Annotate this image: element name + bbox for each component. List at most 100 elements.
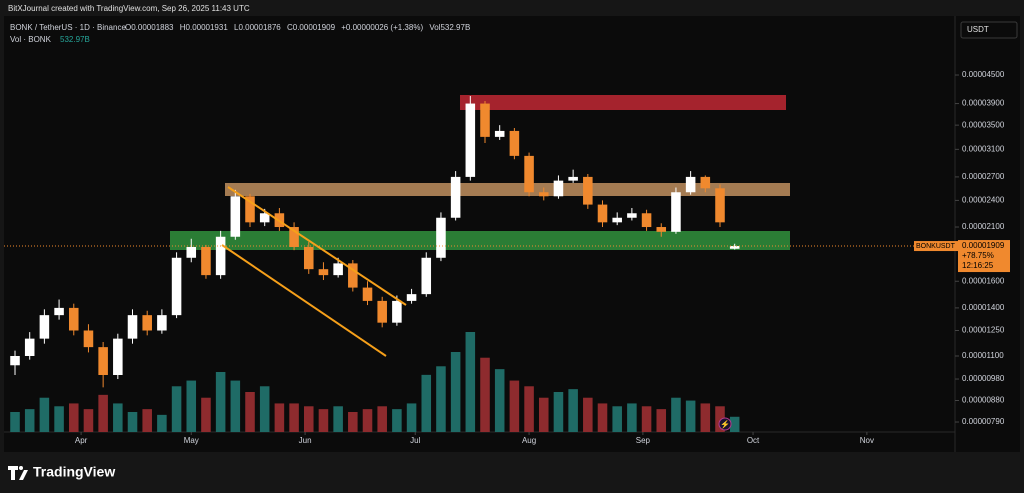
y-tick-label: 0.00002400: [962, 196, 1005, 205]
volume-bar: [98, 394, 108, 432]
candle-body: [568, 176, 578, 181]
ohlc-legend: O0.00001883 H0.00001931 L0.00001876 C0.0…: [125, 23, 470, 32]
volume-bar: [201, 397, 211, 432]
candle-body: [318, 269, 329, 276]
candle-body: [450, 176, 461, 218]
candle-body: [729, 246, 740, 249]
y-tick-label: 0.00000880: [962, 396, 1005, 405]
x-tick-label: May: [184, 436, 199, 445]
candle-body: [245, 196, 255, 223]
volume-bar: [318, 409, 329, 432]
channel-line: [221, 244, 387, 357]
volume-bar: [113, 403, 123, 432]
volume-bar: [685, 400, 696, 432]
y-tick-label: 0.00003900: [962, 99, 1005, 108]
candle-body: [201, 246, 211, 276]
volume-bar: [127, 412, 138, 432]
volume-bar: [509, 380, 520, 432]
candle-body: [348, 263, 358, 288]
candle-body: [583, 176, 593, 205]
volume-bar: [583, 397, 593, 432]
volume-bar: [39, 397, 50, 432]
candle-body: [377, 300, 387, 323]
volume-bar: [700, 403, 711, 432]
value: 0.00001909: [293, 23, 336, 32]
candle-body: [24, 338, 35, 356]
price-axis: [955, 16, 1020, 452]
y-tick-label: 0.00001600: [962, 276, 1005, 285]
candle-body: [465, 103, 476, 177]
candle-body: [83, 330, 94, 348]
volume-bar: [450, 352, 461, 432]
candle-body: [406, 294, 417, 301]
label: O: [125, 23, 131, 32]
volume-bar: [171, 386, 182, 432]
last-price: 0.00001909: [962, 241, 1005, 250]
volume-bar: [10, 412, 20, 432]
x-tick-label: Aug: [522, 436, 536, 445]
value: 532.97B: [440, 23, 470, 32]
volume-bar: [377, 406, 387, 432]
candle-body: [421, 257, 432, 295]
candle-body: [494, 130, 505, 137]
performance: +78.75%: [962, 251, 994, 260]
volume-bar: [83, 409, 94, 432]
ticker-tag: [914, 241, 959, 252]
value: 0.00001876: [238, 23, 281, 32]
candle-body: [171, 257, 182, 316]
label: L: [234, 23, 239, 32]
candle-body: [700, 176, 711, 189]
candle-body: [230, 196, 241, 237]
label: Vol: [429, 23, 440, 32]
candle-body: [54, 307, 64, 316]
volume-bar: [612, 406, 622, 432]
currency-button[interactable]: [960, 21, 1018, 39]
volume-value: 532.97B: [60, 35, 90, 44]
volume-bar: [436, 366, 446, 432]
candle-body: [641, 213, 652, 228]
footer-logo: TradingView: [33, 464, 115, 480]
volume-bar: [362, 409, 373, 432]
logo-mark: [8, 466, 28, 480]
label: H: [180, 23, 186, 32]
volume-bar: [480, 357, 490, 432]
volume-title: Vol · BONK: [10, 35, 52, 44]
volume-bar: [274, 403, 285, 432]
volume-bar: [656, 409, 667, 432]
volume-bar: [715, 406, 725, 432]
volume-bar: [142, 409, 152, 432]
candle-body: [303, 246, 314, 270]
x-tick-label: Apr: [75, 436, 88, 445]
candle-body: [612, 217, 622, 223]
volume-bar: [597, 403, 608, 432]
candle-body: [480, 103, 490, 137]
volume-bar: [494, 369, 505, 432]
candle-body: [157, 315, 167, 331]
candle-body: [436, 217, 446, 258]
ticker: BONKUSDT: [916, 243, 956, 250]
candle-body: [715, 188, 725, 223]
change-pct: (+1.38%): [390, 23, 423, 32]
resistance-zone: [225, 183, 790, 196]
value: 0.00001931: [186, 23, 229, 32]
y-tick-label: 0.00002700: [962, 172, 1005, 181]
candle-body: [509, 130, 520, 156]
header: BitXJournal created with TradingView.com…: [8, 4, 250, 13]
candle-body: [289, 227, 299, 247]
candle-body: [68, 307, 79, 331]
resistance-zone: [460, 95, 786, 110]
event-icon[interactable]: [718, 417, 732, 431]
y-tick-label: 0.00003100: [962, 144, 1005, 153]
volume-bar: [333, 406, 343, 432]
y-tick-label: 0.00003500: [962, 120, 1005, 129]
volume-bar: [348, 412, 358, 432]
volume-bar: [303, 406, 314, 432]
y-tick-label: 0.00000980: [962, 374, 1005, 383]
volume-bar: [568, 389, 578, 432]
volume-bar: [215, 372, 226, 432]
volume-bar: [230, 380, 241, 432]
event-icon-glyph: ⚡: [720, 419, 730, 429]
volume-bar: [54, 406, 64, 432]
y-tick-label: 0.00001400: [962, 303, 1005, 312]
